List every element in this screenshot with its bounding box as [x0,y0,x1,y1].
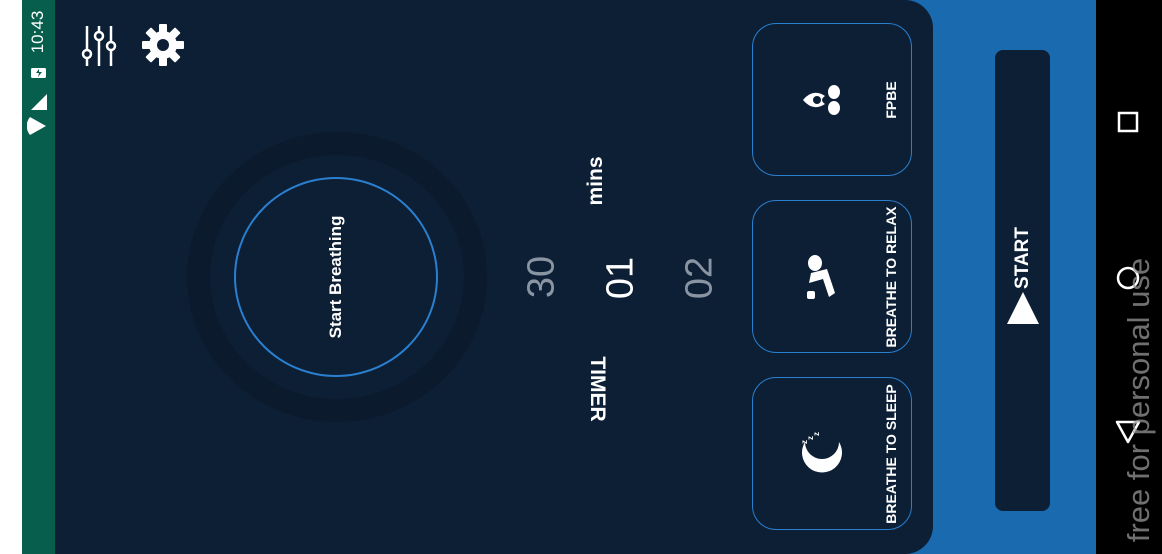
gear-icon[interactable] [140,22,186,68]
start-breathing-label: Start Breathing [326,215,345,339]
home-icon[interactable] [1115,265,1141,291]
signal-icon [31,94,47,110]
mode-label-sleep: BREATHE TO SLEEP [883,384,899,524]
mode-card-sleep[interactable]: z z z BREATHE TO SLEEP [752,377,912,530]
meditation-icon [803,85,840,115]
svg-text:z: z [800,440,809,444]
timer-value-02[interactable]: 02 [678,256,721,300]
timer-unit: mins [584,156,607,206]
wifi-icon [27,117,46,135]
status-bar: 10:43 [22,0,55,554]
svg-text:z: z [806,436,815,440]
svg-text:z: z [812,432,821,436]
play-icon [1007,292,1039,324]
moon-sleep-icon: z z z [800,432,842,473]
start-button[interactable]: START [995,50,1050,511]
mode-label-relax: BREATHE TO RELAX [883,206,899,348]
timer-value-30[interactable]: 30 [520,255,563,299]
start-breathing-button[interactable]: Start Breathing [234,177,438,377]
back-icon[interactable] [1114,418,1142,446]
screen-edge [0,0,22,554]
sliders-icon[interactable] [81,24,117,68]
navigation-bar: free for personal use [1096,0,1162,554]
timer-label: TIMER [586,356,609,422]
start-label: START [1012,227,1033,289]
recents-icon[interactable] [1116,110,1140,134]
timer-value-01[interactable]: 01 [599,256,642,300]
status-time: 10:43 [28,10,47,54]
mode-label-fpbe: FPBE [883,81,899,119]
mode-card-fpbe[interactable]: FPBE [752,23,912,176]
mode-card-relax[interactable]: BREATHE TO RELAX [752,200,912,353]
relax-pose-icon [807,255,835,299]
watermark: free for personal use [1121,257,1156,543]
battery-icon [31,68,46,78]
